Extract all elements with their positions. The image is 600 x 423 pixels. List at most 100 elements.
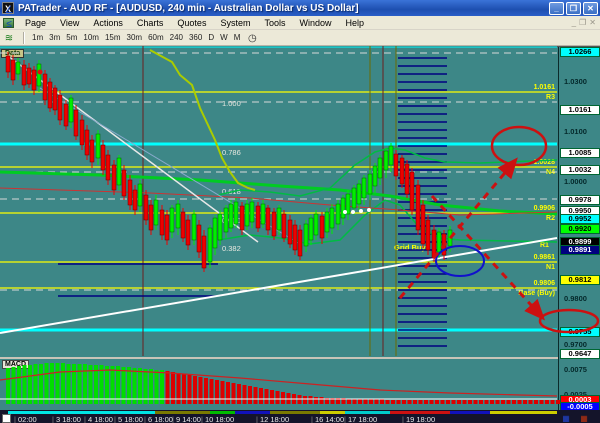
- axis-price-badge: 0.9812: [560, 275, 600, 285]
- menu-item-tools[interactable]: Tools: [264, 17, 286, 28]
- axis-price-badge: 0.9755: [560, 327, 600, 337]
- session-color-segment: [390, 411, 450, 414]
- menu-item-window[interactable]: Window: [299, 17, 332, 28]
- close-button[interactable]: ✕: [583, 1, 598, 15]
- timeframe-button-w[interactable]: W: [220, 33, 228, 42]
- timeframe-button-5m[interactable]: 5m: [66, 33, 78, 42]
- axis-price-badge: 0.9920: [560, 224, 600, 234]
- axis-price-badge: 0.9891: [560, 245, 600, 255]
- grid-buy-label: Grid Buy: [394, 243, 426, 252]
- axis-price-badge: 1.0085: [560, 148, 600, 158]
- restore-button[interactable]: ❐: [566, 1, 581, 15]
- vline-icon[interactable]: ∠: [4, 4, 14, 16]
- menu-bar: Page View Actions Charts Quotes System Tools Wi…: [0, 16, 600, 30]
- hline-icon[interactable]: ⊥: [1, 0, 17, 3]
- trendline-label: R1: [540, 242, 549, 249]
- axis-tick-label: 0.0025: [560, 390, 598, 399]
- grid-level-price: 1.0028: [533, 159, 555, 166]
- axis-tick-label: 0.0075: [564, 365, 587, 374]
- session-color-segment: [345, 411, 390, 414]
- menu-item-quotes[interactable]: Quotes: [177, 17, 207, 28]
- session-color-segment: [450, 411, 490, 414]
- timeframe-button-d[interactable]: D: [208, 33, 215, 42]
- timeframe-button-30m[interactable]: 30m: [126, 33, 143, 42]
- menu-item-system[interactable]: System: [220, 17, 251, 28]
- title-bar[interactable]: X PATrader - AUD RF - [AUDUSD, 240 min -…: [0, 0, 600, 16]
- timeframe-button-15m[interactable]: 15m: [104, 33, 121, 42]
- fib-level-label: 0.382: [222, 244, 241, 253]
- session-color-segment: [320, 411, 345, 414]
- excel-red-icon[interactable]: ▦: [580, 414, 588, 423]
- axis-tick-label: 0.9700: [564, 340, 587, 349]
- time-axis-label: 02:00: [14, 415, 37, 423]
- axis-price-badge: 0.9952: [560, 214, 600, 224]
- axis-tick-label: 0.9800: [564, 294, 587, 303]
- axis-tick-label: 1.0100: [564, 127, 587, 136]
- time-axis-label: 16 14:00: [311, 415, 344, 423]
- grid-level-name: N1: [546, 264, 555, 271]
- grid-level-name: N4: [546, 169, 555, 176]
- session-color-segment: [490, 411, 557, 414]
- menu-item-view[interactable]: View: [60, 17, 80, 28]
- time-axis-label: 5 18:00: [114, 415, 143, 423]
- timeframe-button-m[interactable]: M: [233, 33, 241, 42]
- toolbar: ⇅▲▥+◤∟⊥∠≤≋▦▤▨▮▭A▦▤✎ 1m3m5m10m15m30m60m24…: [0, 0, 600, 170]
- clock-icon[interactable]: ◷: [247, 32, 257, 44]
- time-axis-label: 3 18:00: [52, 415, 81, 423]
- axis-price-badge: 1.0266: [560, 47, 600, 57]
- channel-icon[interactable]: ≤: [6, 18, 12, 30]
- session-color-segment: [270, 411, 320, 414]
- axis-price-badge: 1.0161: [560, 105, 600, 115]
- toolbar-separator: [23, 31, 24, 44]
- time-axis-label: 9 14:00: [172, 415, 201, 423]
- page-menu-icon[interactable]: [3, 17, 14, 28]
- chart-area[interactable]: Data 1.000 0.786 0.618 0.500 0.382 1.0161 R3 1…: [0, 46, 600, 423]
- timeframe-button-10m[interactable]: 10m: [83, 33, 99, 42]
- grid-level-name: R3: [546, 94, 555, 101]
- session-color-segment: [155, 411, 210, 414]
- excel-blue-icon[interactable]: ▦: [562, 414, 570, 423]
- mdi-window-buttons[interactable]: _ ❐ ✕: [571, 18, 596, 27]
- minimize-button[interactable]: _: [549, 1, 564, 15]
- app-icon: X: [2, 2, 14, 14]
- time-axis-label: 10 18:00: [201, 415, 234, 423]
- time-axis-label: 19 18:00: [402, 415, 435, 423]
- fib-level-label: 0.618: [222, 187, 241, 196]
- macd-indicator-label: MACD: [2, 360, 29, 369]
- session-color-segment: [210, 411, 235, 414]
- time-axis-label: 4 18:00: [84, 415, 113, 423]
- menu-item-help[interactable]: Help: [345, 17, 365, 28]
- time-axis[interactable]: 02:00 3 18:004 18:005 18:006 18:009 14:00…: [0, 410, 600, 423]
- time-axis-label: 17 18:00: [344, 415, 377, 423]
- price-axis[interactable]: 1.0300 1.0100 1.0000 0.9800 0.9700 0.0075 0.00…: [558, 47, 600, 414]
- grid-level-name: R2: [546, 215, 555, 222]
- grid-level-price: 1.0161: [533, 84, 555, 91]
- axis-price-badge: 0.9647: [560, 349, 600, 359]
- grid-level-name: Base (Buy): [518, 290, 555, 297]
- axis-price-badge: 1.0032: [560, 165, 600, 175]
- time-axis-label: 12 18:00: [256, 415, 289, 423]
- timeframe-button-1m[interactable]: 1m: [32, 33, 44, 42]
- session-color-segment: [8, 411, 155, 414]
- pane-divider[interactable]: [0, 357, 558, 359]
- timeframe-button-3m[interactable]: 3m: [49, 33, 61, 42]
- timeframe-button-60m[interactable]: 60m: [148, 33, 164, 42]
- grid-level-price: 0.9861: [533, 254, 555, 261]
- timeframe-button-240[interactable]: 240: [169, 33, 183, 42]
- data-button[interactable]: Data: [1, 49, 25, 58]
- menu-item-actions[interactable]: Actions: [93, 17, 123, 28]
- time-axis-label: 6 18:00: [144, 415, 173, 423]
- menu-item-page[interactable]: Page: [25, 17, 47, 28]
- fib-level-label: 0.786: [222, 148, 241, 157]
- grid-level-price: 0.9806: [533, 280, 555, 287]
- session-color-segment: [235, 411, 270, 414]
- grid-level-price: 0.9906: [533, 205, 555, 212]
- axis-price-badge: 0.9978: [560, 195, 600, 205]
- axis-tick-label: 1.0300: [564, 77, 587, 86]
- fibonacci-icon[interactable]: ≋: [4, 32, 14, 44]
- timeframe-button-360[interactable]: 360: [188, 33, 203, 42]
- fib-level-label: 0.500: [222, 216, 241, 225]
- menu-item-charts[interactable]: Charts: [136, 17, 164, 28]
- fib-level-label: 1.000: [222, 99, 241, 108]
